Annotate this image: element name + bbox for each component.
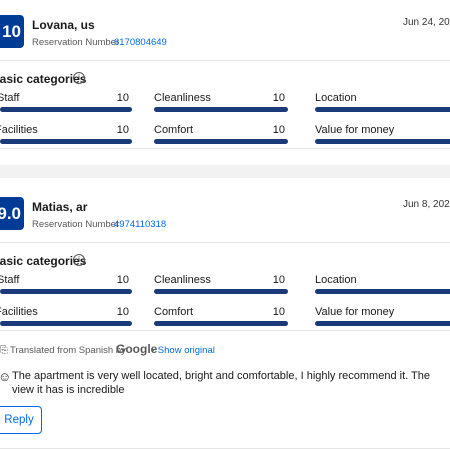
review-date: Jun 8, 202: [403, 199, 450, 210]
score-bar: [154, 321, 288, 326]
translation-brand: Google: [116, 342, 158, 356]
score-badge: 10: [0, 15, 24, 48]
category-label: Cleanliness: [154, 92, 211, 104]
score-track: [0, 139, 132, 144]
category-label: Staff: [0, 274, 20, 286]
category-score: 10: [272, 124, 285, 136]
category-score: 10: [116, 274, 129, 286]
category-label: Comfort: [154, 124, 194, 136]
translation-note: Translated from Spanish by: [10, 345, 126, 356]
category-label: Location: [315, 92, 357, 104]
score-track: [0, 107, 132, 112]
info-icon: i: [73, 72, 85, 84]
info-icon: i: [73, 254, 85, 266]
category-score: 10: [272, 274, 285, 286]
score-bar: [154, 139, 288, 144]
categories-title: Basic categories: [0, 254, 87, 268]
score-track: [315, 289, 450, 294]
divider: [0, 148, 450, 149]
score-track: [315, 321, 450, 326]
category-score: 10: [435, 274, 450, 286]
divider: [0, 448, 450, 449]
reservation-label: Reservation Number: [32, 219, 120, 230]
score-track: [315, 139, 450, 144]
score-track: [154, 139, 288, 144]
category-score: 10: [435, 124, 450, 136]
category-label: Location: [315, 274, 357, 286]
score-track: [154, 321, 288, 326]
smile-icon: ☺: [0, 369, 12, 384]
separator: [0, 165, 450, 178]
category-score: 10: [116, 306, 129, 318]
score-bar: [315, 289, 450, 294]
score-track: [0, 289, 132, 294]
category-label: Value for money: [315, 306, 395, 318]
score-track: [315, 107, 450, 112]
score-bar: [154, 289, 288, 294]
reservation-number[interactable]: 6170804649: [114, 37, 167, 48]
score-track: [154, 289, 288, 294]
score-bar: [315, 139, 450, 144]
category-score: 10: [116, 92, 129, 104]
category-score: 10: [116, 124, 129, 136]
category-label: Cleanliness: [154, 274, 211, 286]
divider: [0, 60, 450, 61]
category-label: Staff: [0, 92, 20, 104]
reviewer-name: Lovana, us: [32, 18, 95, 32]
reply-button[interactable]: Reply: [0, 406, 42, 434]
reviewer-name: Matias, ar: [32, 200, 88, 214]
divider: [0, 242, 450, 243]
score-bar: [315, 321, 450, 326]
score-bar: [315, 107, 450, 112]
category-score: 10: [272, 306, 285, 318]
score-bar: [0, 107, 132, 112]
reservation-number[interactable]: 4974110318: [114, 219, 167, 230]
category-score: 10: [435, 306, 450, 318]
review-date: Jun 24, 202: [403, 17, 450, 28]
category-label: Facilities: [0, 124, 38, 136]
score-bar: [0, 321, 132, 326]
divider: [0, 330, 450, 331]
categories-title: Basic categories: [0, 72, 87, 86]
review-text: The apartment is very well located, brig…: [12, 370, 430, 396]
show-original[interactable]: · Show original: [152, 345, 215, 356]
translate-icon: ⎘: [0, 345, 8, 356]
score-track: [0, 321, 132, 326]
score-bar: [154, 107, 288, 112]
score-track: [154, 107, 288, 112]
score-bar: [0, 289, 132, 294]
category-label: Value for money: [315, 124, 395, 136]
score-bar: [0, 139, 132, 144]
reservation-label: Reservation Number: [32, 37, 120, 48]
category-label: Facilities: [0, 306, 38, 318]
category-score: 10: [435, 92, 450, 104]
category-score: 10: [272, 92, 285, 104]
score-badge: 9.0: [0, 197, 24, 230]
category-label: Comfort: [154, 306, 194, 318]
